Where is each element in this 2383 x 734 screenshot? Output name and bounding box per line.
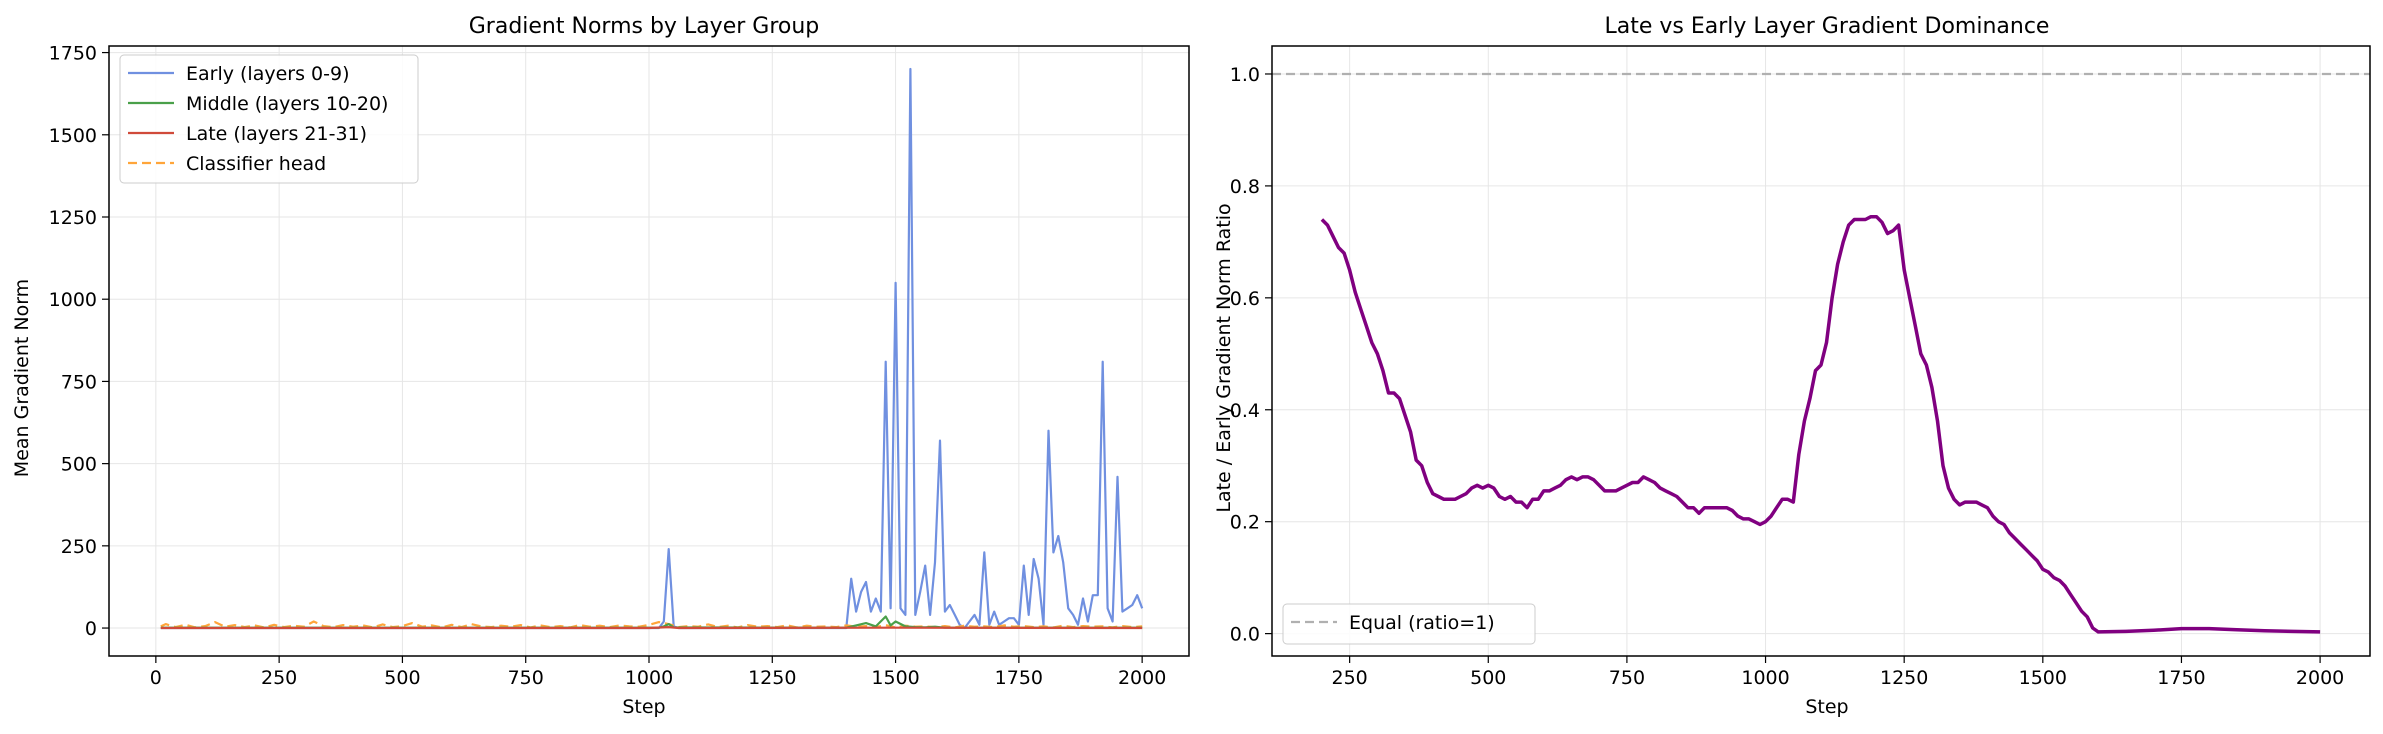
x-axis-label: Step — [622, 696, 665, 718]
plot-area — [160, 67, 1144, 630]
x-tick-label: 1250 — [748, 667, 796, 689]
y-axis-label: Mean Gradient Norm — [11, 279, 33, 477]
chart-title: Gradient Norms by Layer Group — [469, 14, 820, 39]
y-tick-label: 0.0 — [1230, 624, 1260, 646]
legend: Equal (ratio=1) — [1282, 603, 1536, 645]
x-axis-label: Step — [1805, 696, 1848, 718]
y-tick-label: 1250 — [49, 207, 97, 229]
legend: Early (layers 0-9) Middle (layers 10-20) L… — [119, 54, 419, 184]
dominance-ratio-chart: Late vs Early Layer Gradient Dominance S… — [1213, 14, 2371, 718]
x-tick-label: 1750 — [995, 667, 1043, 689]
x-tick-label: 500 — [1470, 667, 1506, 689]
y-axis-label: Late / Early Gradient Norm Ratio — [1213, 203, 1235, 512]
x-tick-label: 1250 — [1880, 667, 1928, 689]
y-tick-label: 0 — [85, 618, 97, 640]
x-tick-label: 250 — [1332, 667, 1368, 689]
x-tick-label: 750 — [1609, 667, 1645, 689]
grid — [1272, 46, 2370, 656]
y-tick-label: 0.2 — [1230, 512, 1260, 534]
y-tick-label: 500 — [61, 454, 97, 476]
legend-label: Late (layers 21-31) — [186, 123, 367, 145]
y-tick-label: 1.0 — [1230, 64, 1260, 86]
chart-title: Late vs Early Layer Gradient Dominance — [1605, 14, 2050, 39]
series-line-1 — [160, 615, 1143, 629]
x-tick-label: 750 — [508, 667, 544, 689]
plot-area — [1272, 72, 2370, 634]
y-tick-label: 250 — [61, 536, 97, 558]
x-tick-label: 2000 — [2296, 667, 2344, 689]
legend-label: Early (layers 0-9) — [186, 63, 350, 85]
y-tick-label: 0.8 — [1230, 176, 1260, 198]
series-line-0 — [160, 67, 1144, 630]
grid — [109, 46, 1189, 656]
y-tick-label: 0.6 — [1230, 288, 1260, 310]
x-tick-label: 1750 — [2157, 667, 2205, 689]
legend-label: Middle (layers 10-20) — [186, 93, 388, 115]
y-tick-label: 1000 — [49, 289, 97, 311]
y-tick-label: 750 — [61, 371, 97, 393]
legend-box — [1282, 603, 1536, 645]
series-line-2 — [160, 625, 1143, 630]
x-tick-label: 1500 — [2019, 667, 2067, 689]
legend-box — [119, 54, 419, 184]
legend-label: Classifier head — [186, 153, 326, 175]
ticks: 0 250 500 750 1000 1250 1500 1750 2000 0 250 500 750… — [49, 43, 1167, 689]
gradient-norms-chart: Gradient Norms by Layer Group Step Mean … — [11, 14, 1190, 718]
x-tick-label: 1000 — [625, 667, 673, 689]
series-line-3 — [160, 620, 1143, 629]
x-tick-label: 250 — [261, 667, 297, 689]
plot-frame — [1271, 45, 2371, 657]
x-tick-label: 1000 — [1741, 667, 1789, 689]
x-tick-label: 0 — [150, 667, 162, 689]
y-tick-label: 1500 — [49, 125, 97, 147]
y-tick-label: 1750 — [49, 43, 97, 65]
series-line-0 — [1320, 214, 2321, 634]
y-tick-label: 0.4 — [1230, 400, 1260, 422]
x-tick-label: 2000 — [1118, 667, 1166, 689]
x-tick-label: 500 — [384, 667, 420, 689]
x-tick-label: 1500 — [871, 667, 919, 689]
legend-label: Equal (ratio=1) — [1349, 612, 1495, 634]
ticks: 250 500 750 1000 1250 1500 1750 2000 0.0 0.2 0.4 0.… — [1230, 64, 2344, 689]
